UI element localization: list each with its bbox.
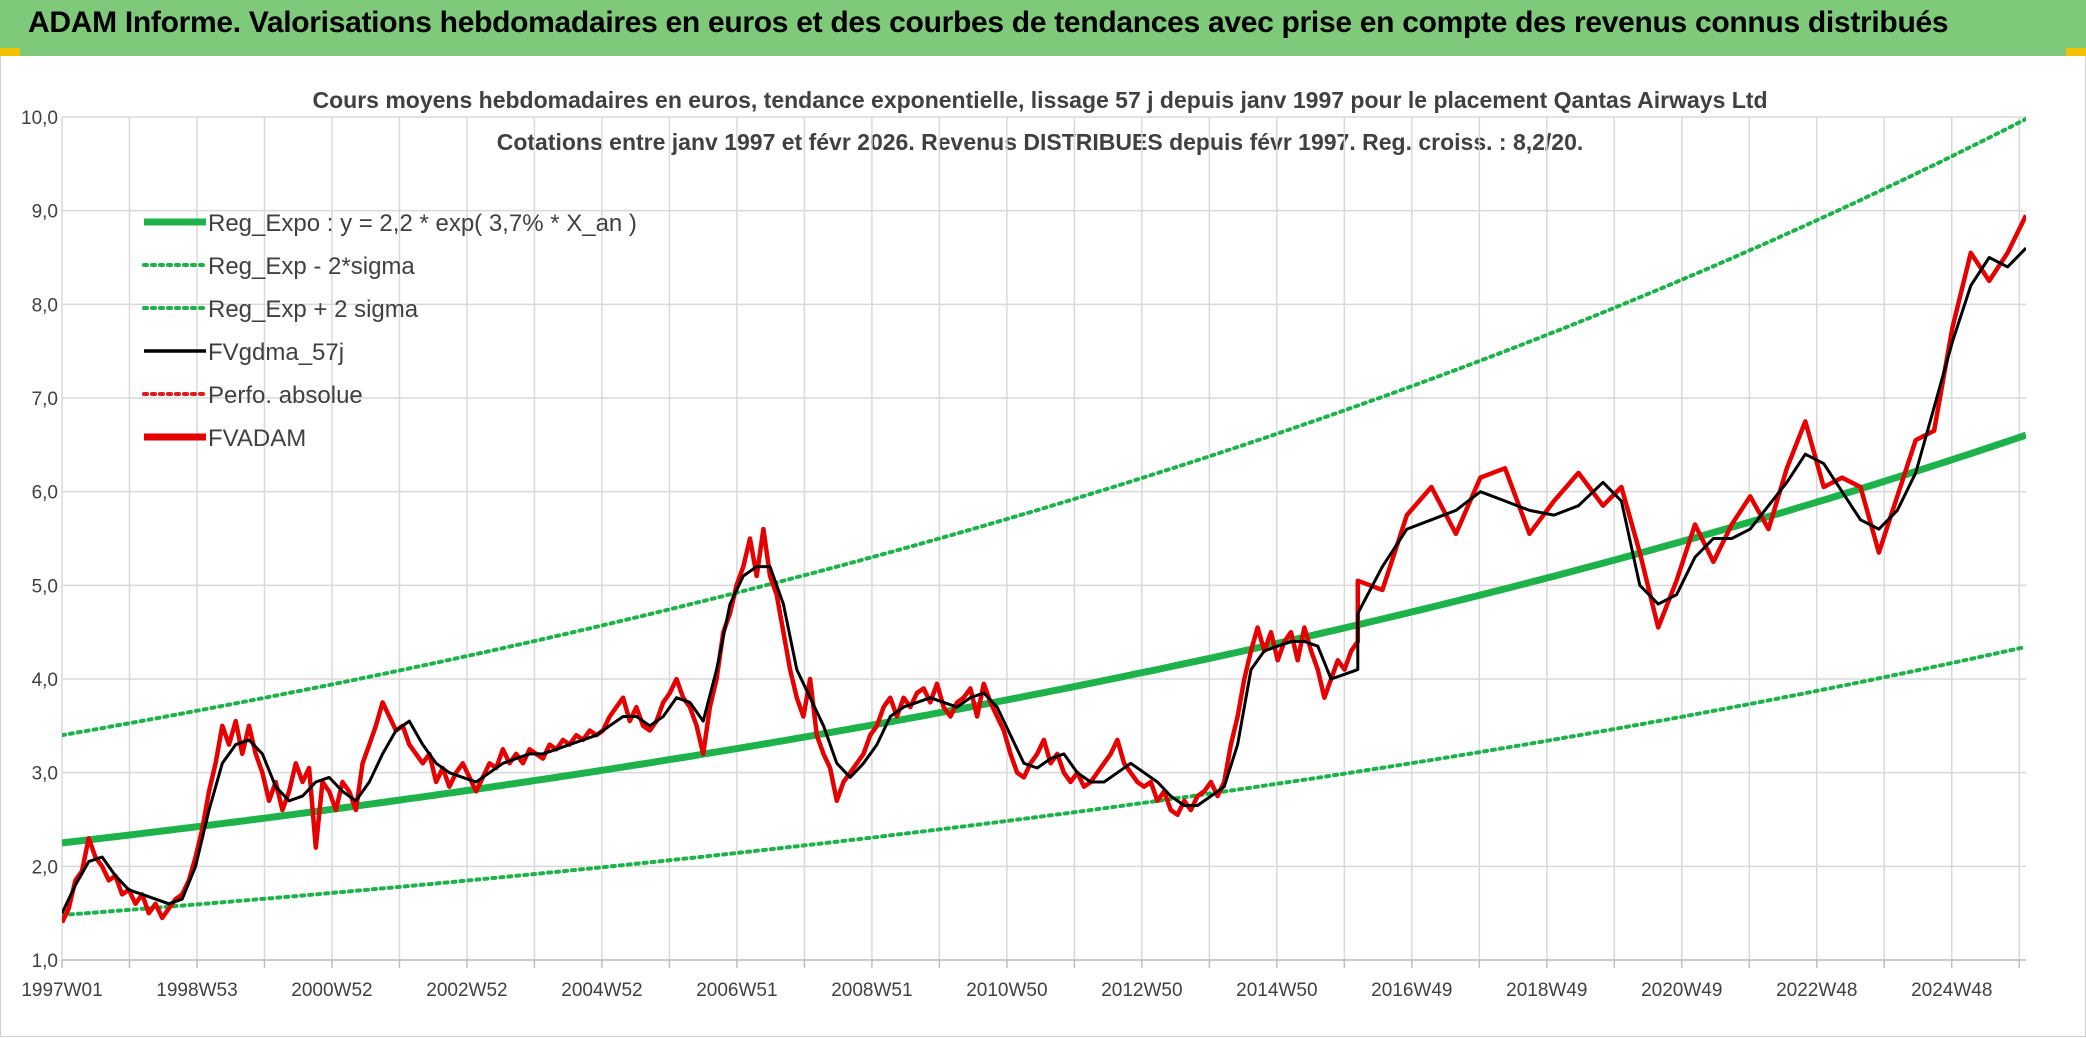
x-tick-label: 2018W49 — [1506, 980, 1587, 1001]
legend: Reg_Expo : y = 2,2 * exp( 3,7% * X_an ) R… — [142, 210, 637, 452]
x-tick-label: 2006W51 — [696, 980, 777, 1001]
legend-label: Reg_Exp + 2 sigma — [208, 296, 419, 323]
x-tick-label: 2016W49 — [1371, 980, 1452, 1001]
y-tick-label: 10,0 — [21, 108, 58, 129]
x-tick-label: 2010W50 — [966, 980, 1047, 1001]
y-tick-label: 5,0 — [32, 576, 58, 597]
x-tick-label: 1997W01 — [21, 980, 102, 1001]
y-tick-label: 9,0 — [32, 202, 58, 223]
x-tick-label: 2004W52 — [561, 980, 642, 1001]
legend-label: FVgdma_57j — [208, 339, 344, 366]
chart-subtitle: Cotations entre janv 1997 et févr 2026. … — [497, 129, 1584, 155]
x-tick-label: 2014W50 — [1236, 980, 1317, 1001]
y-tick-label: 4,0 — [32, 670, 58, 691]
title-banner: ADAM Informe. Valorisations hebdomadaire… — [0, 0, 2086, 56]
x-tick-label: 2024W48 — [1911, 980, 1992, 1001]
series-upper-band — [62, 117, 2026, 738]
y-tick-label: 7,0 — [32, 389, 58, 410]
banner-corner-left — [0, 48, 20, 56]
x-tick-label: 1998W53 — [156, 980, 237, 1001]
x-tick-label: 2008W51 — [831, 980, 912, 1001]
x-tick-label: 2022W48 — [1776, 980, 1857, 1001]
y-tick-label: 1,0 — [32, 951, 58, 972]
legend-label: Perfo. absolue — [208, 382, 363, 409]
chart-title: Cours moyens hebdomadaires en euros, ten… — [312, 87, 1767, 113]
y-tick-label: 8,0 — [32, 295, 58, 316]
series-lower-band — [62, 644, 2026, 917]
banner-corner-right — [2066, 48, 2086, 56]
series-layer — [62, 117, 2026, 924]
x-tick-label: 2002W52 — [426, 980, 507, 1001]
page-title: ADAM Informe. Valorisations hebdomadaire… — [28, 6, 1949, 39]
x-tick-label: 2012W50 — [1101, 980, 1182, 1001]
y-tick-label: 3,0 — [32, 764, 58, 785]
axes: 1,0 2,0 3,0 4,0 5,0 6,0 7,0 8,0 9,0 10,0 1997W01 19… — [21, 108, 2026, 1001]
x-tick-label: 2020W49 — [1641, 980, 1722, 1001]
legend-label: FVADAM — [208, 425, 306, 452]
y-tick-label: 2,0 — [32, 857, 58, 878]
legend-label: Reg_Exp - 2*sigma — [208, 253, 415, 280]
gridlines — [61, 116, 2026, 961]
legend-label: Reg_Expo : y = 2,2 * exp( 3,7% * X_an ) — [208, 210, 637, 237]
y-tick-label: 6,0 — [32, 483, 58, 504]
series-trend — [62, 431, 2026, 847]
x-tick-label: 2000W52 — [291, 980, 372, 1001]
series-moving-average — [62, 247, 2026, 914]
